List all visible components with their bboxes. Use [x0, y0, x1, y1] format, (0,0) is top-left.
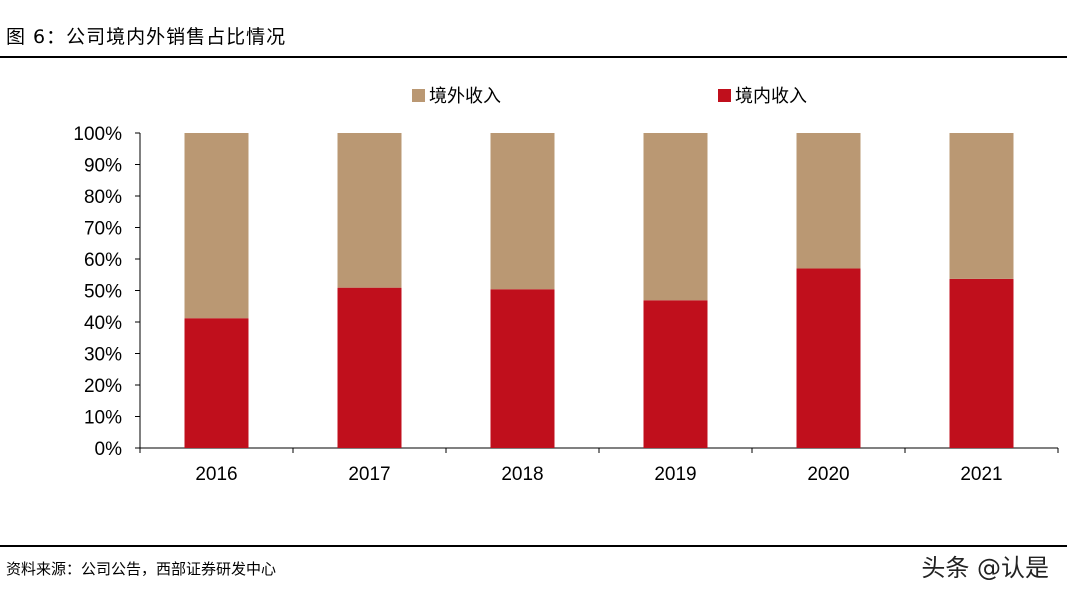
bar-2016-domestic [184, 318, 249, 448]
top-rule [0, 56, 1067, 58]
legend-label: 境内收入 [735, 86, 807, 107]
x-tick-label: 2017 [348, 464, 390, 485]
figure-title: 图 6：公司境内外销售占比情况 [6, 26, 287, 48]
bar-2021-overseas [949, 133, 1014, 279]
bar-2017-overseas [337, 133, 402, 288]
legend-label: 境外收入 [429, 86, 501, 107]
x-tick-label: 2021 [960, 464, 1002, 485]
x-tick-label: 2020 [807, 464, 849, 485]
y-tick-label: 80% [84, 187, 122, 208]
y-tick-label: 90% [84, 156, 122, 177]
x-tick-label: 2019 [654, 464, 696, 485]
bar-2019-overseas [643, 133, 708, 301]
y-tick-label: 30% [84, 345, 122, 366]
bar-2021-domestic [949, 278, 1014, 448]
bar-2020-domestic [796, 268, 861, 448]
x-tick-label: 2016 [195, 464, 237, 485]
legend-swatch [718, 89, 731, 102]
bar-2020-overseas [796, 133, 861, 269]
y-tick-label: 0% [95, 439, 123, 460]
y-tick-label: 40% [84, 313, 122, 334]
bar-2017-domestic [337, 287, 402, 448]
bar-2018-domestic [490, 289, 555, 448]
legend-swatch [412, 89, 425, 102]
x-tick-label: 2018 [501, 464, 543, 485]
y-tick-label: 60% [84, 250, 122, 271]
stacked-bar-chart: 0% 10% 20% 30% 40% 50% 60% 70% 80% 90% 100% 2016 201… [73, 86, 1059, 485]
source-note: 资料来源：公司公告，西部证券研发中心 [6, 560, 277, 578]
watermark: 头条 @认是 [921, 554, 1049, 582]
bar-2018-overseas [490, 133, 555, 290]
y-tick-label: 10% [84, 408, 122, 429]
y-tick-label: 70% [84, 219, 122, 240]
bar-2019-domestic [643, 300, 708, 448]
y-tick-label: 50% [84, 282, 122, 303]
y-tick-label: 20% [84, 376, 122, 397]
y-tick-label: 100% [73, 124, 122, 145]
bar-2016-overseas [184, 133, 249, 319]
bottom-rule [0, 545, 1067, 547]
